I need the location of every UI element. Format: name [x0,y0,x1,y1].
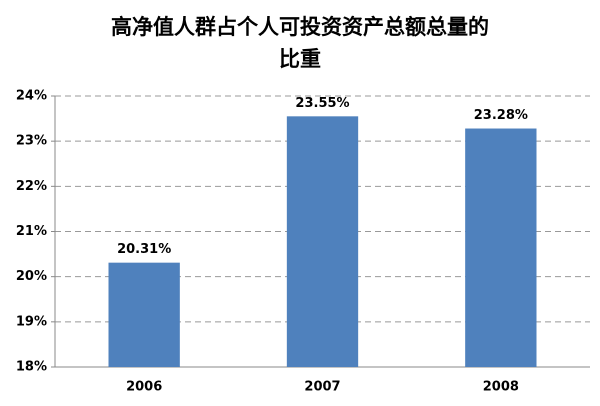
y-tick-label: 19% [16,314,47,329]
y-tick-label: 24% [16,89,47,104]
x-tick-label: 2008 [483,380,519,395]
y-tick-label: 20% [16,269,47,284]
bar [465,128,537,367]
data-label: 23.28% [474,108,528,123]
y-tick-label: 22% [16,179,47,194]
data-label: 20.31% [117,242,171,257]
x-tick-label: 2007 [304,380,340,395]
bar [108,262,180,367]
data-label: 23.55% [295,96,349,111]
y-tick-label: 18% [16,360,47,375]
y-tick-label: 21% [16,224,47,239]
x-tick-label: 2006 [126,380,162,395]
chart-title: 高净值人群占个人可投资资产总额总量的 [111,15,489,39]
y-tick-label: 23% [16,134,47,149]
chart-title: 比重 [279,47,321,71]
bar [286,116,359,367]
